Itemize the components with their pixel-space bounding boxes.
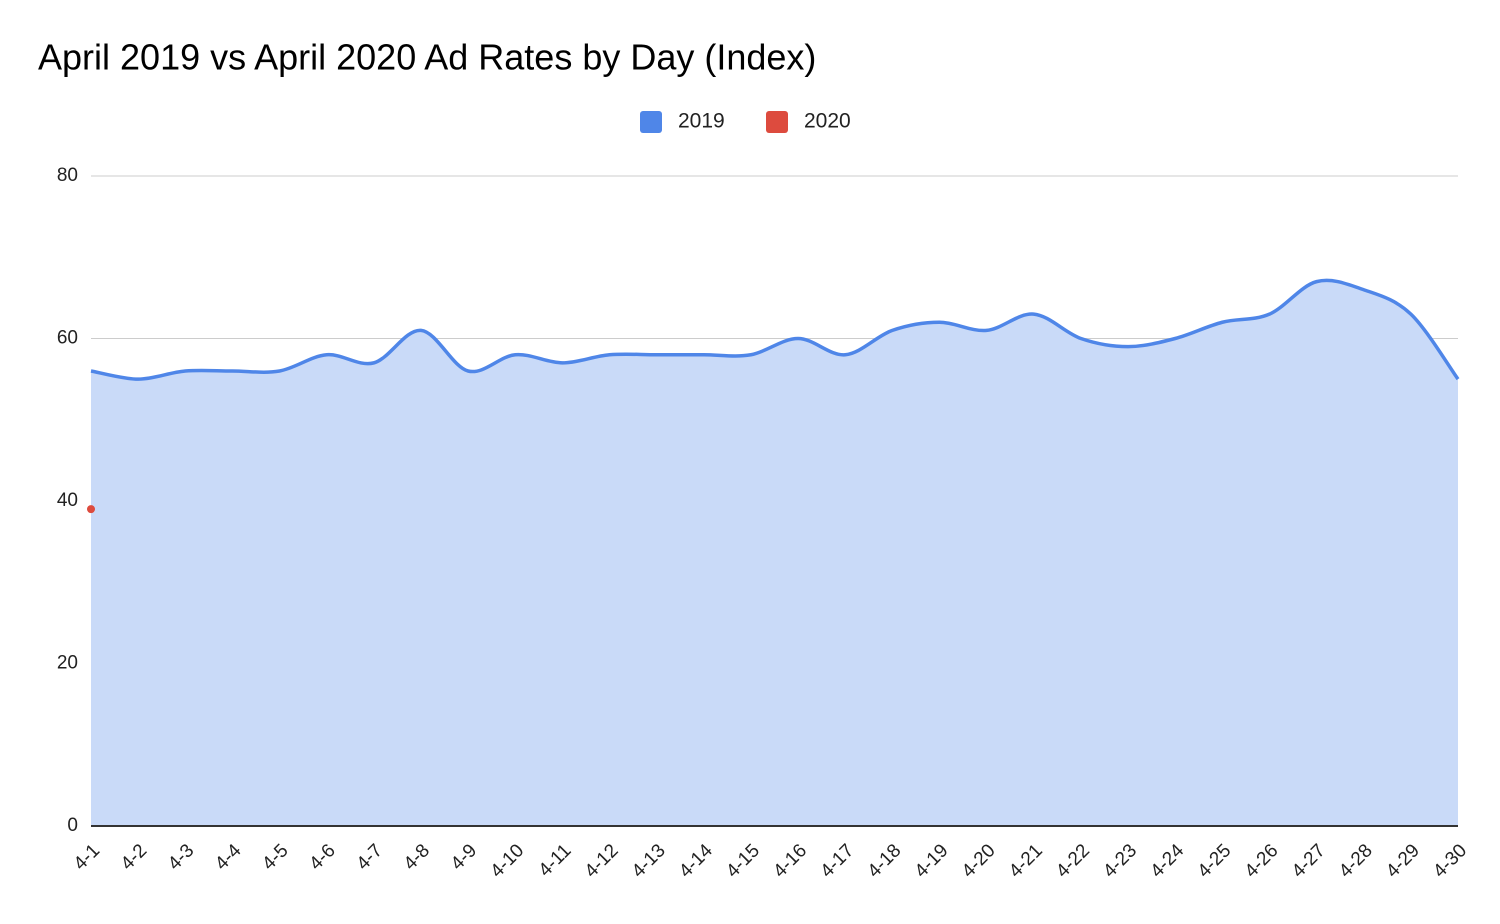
x-tick-label: 4-28 — [1335, 840, 1377, 882]
y-tick-label: 80 — [57, 165, 78, 186]
legend-label: 2019 — [678, 110, 725, 133]
x-tick-label: 4-4 — [211, 840, 246, 875]
x-tick-label: 4-26 — [1241, 840, 1283, 882]
point — [87, 505, 95, 514]
legend-swatch — [640, 111, 662, 133]
x-tick-label: 4-8 — [400, 840, 434, 874]
legend-label: 2020 — [804, 110, 851, 133]
line — [90, 278, 1460, 381]
x-tick-label: 4-24 — [1147, 840, 1189, 882]
x-tick-label: 4-11 — [535, 840, 576, 881]
x-tick-label: 4-30 — [1429, 840, 1471, 882]
x-tick-label: 4-15 — [722, 840, 764, 882]
x-tick-label: 4-9 — [447, 840, 481, 874]
x-tick-label: 4-2 — [117, 840, 151, 874]
x-tick-label: 4-13 — [628, 840, 670, 882]
x-tick-label: 4-5 — [258, 840, 292, 874]
legend-swatch — [766, 111, 788, 133]
y-tick-label: 40 — [57, 490, 78, 511]
area — [91, 280, 1458, 827]
chart-title: April 2019 vs April 2020 Ad Rates by Day… — [38, 37, 816, 78]
x-tick-label: 4-22 — [1052, 840, 1094, 882]
x-tick-label: 4-10 — [487, 840, 529, 882]
x-tick-label: 4-3 — [164, 840, 198, 874]
y-tick-label: 0 — [67, 815, 78, 836]
x-tick-label: 4-20 — [958, 840, 1000, 882]
y-tick-label: 20 — [57, 653, 78, 674]
y-tick-label: 60 — [57, 328, 78, 349]
x-tick-label: 4-14 — [675, 840, 717, 882]
x-tick-label: 4-25 — [1194, 840, 1236, 882]
x-tick-label: 4-7 — [353, 840, 387, 874]
x-tick-label: 4-17 — [817, 840, 859, 882]
x-tick-label: 4-1 — [70, 840, 104, 874]
x-tick-label: 4-6 — [305, 840, 339, 874]
x-tick-label: 4-12 — [581, 840, 623, 882]
x-tick-label: 4-18 — [864, 840, 906, 882]
x-tick-label: 4-21 — [1005, 840, 1047, 882]
x-tick-label: 4-23 — [1099, 840, 1141, 882]
x-tick-label: 4-19 — [911, 840, 953, 882]
x-tick-label: 4-16 — [769, 840, 811, 882]
x-tick-label: 4-27 — [1288, 840, 1330, 882]
x-tick-label: 4-29 — [1382, 840, 1424, 882]
